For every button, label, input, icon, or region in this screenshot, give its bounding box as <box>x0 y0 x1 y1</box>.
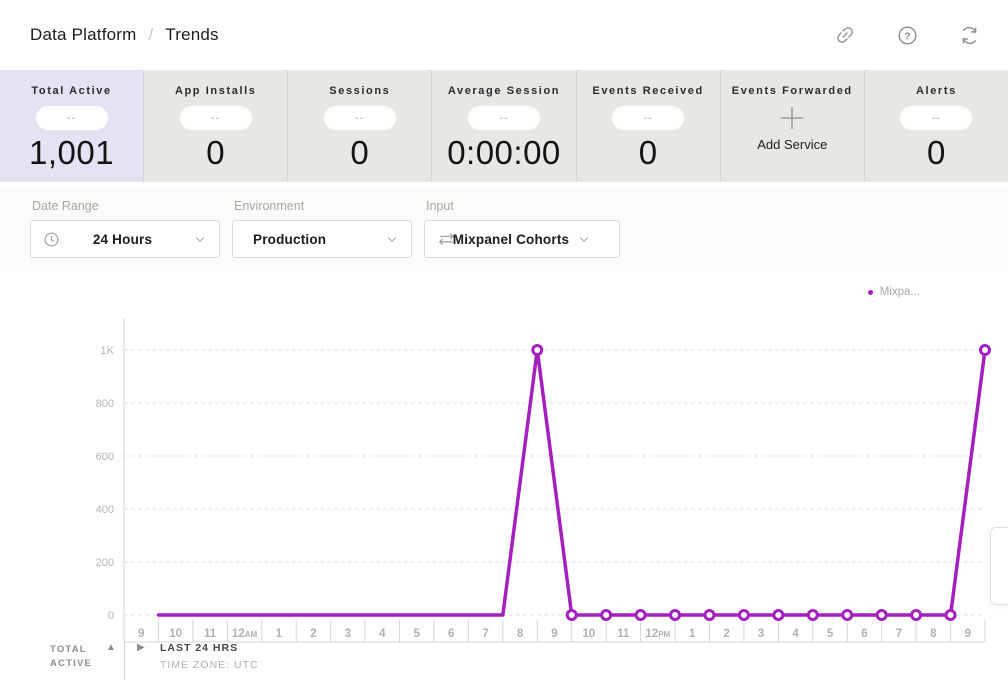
metric-cards-row: Total Active -- 1,001 App Installs -- 0 … <box>0 70 1008 182</box>
footer-metric-label: TOTAL ACTIVE <box>50 644 93 669</box>
svg-text:1K: 1K <box>101 345 115 357</box>
svg-text:4: 4 <box>379 628 386 640</box>
metric-card-events-received[interactable]: Events Received -- 0 <box>576 70 721 182</box>
chevron-down-icon <box>579 236 589 242</box>
svg-text:5: 5 <box>414 628 421 640</box>
footer-divider <box>124 640 125 680</box>
svg-text:2: 2 <box>723 628 729 640</box>
plus-icon <box>721 103 864 133</box>
svg-text:8: 8 <box>930 628 937 640</box>
total-active-line-chart: 1K 800 600 400 200 0 9 10 11 12AM 1 2 3 4 5 6 7 8 9 10 11 12P… <box>96 319 991 643</box>
svg-text:8: 8 <box>517 628 524 640</box>
svg-text:7: 7 <box>482 628 488 640</box>
svg-text:10: 10 <box>169 628 182 640</box>
svg-text:200: 200 <box>96 557 114 569</box>
chevron-down-icon <box>387 236 397 242</box>
environment-filter: Environment Production <box>232 199 412 272</box>
metric-card-sessions[interactable]: Sessions -- 0 <box>288 70 433 182</box>
svg-text:3: 3 <box>758 628 764 640</box>
metric-card-total-active[interactable]: Total Active -- 1,001 <box>0 70 145 182</box>
date-range-dropdown[interactable]: 24 Hours <box>30 220 220 258</box>
input-filter: Input Mixpanel Cohorts <box>424 199 620 272</box>
footer-range-label: LAST 24 HRS <box>160 642 239 654</box>
svg-text:1: 1 <box>276 628 283 640</box>
svg-text:12AM: 12AM <box>232 628 258 640</box>
metric-card-alerts[interactable]: Alerts -- 0 <box>864 70 1008 182</box>
sparkline-pill: -- <box>900 106 973 130</box>
svg-text:2: 2 <box>310 628 316 640</box>
svg-text:4: 4 <box>792 628 799 640</box>
legend-dot <box>867 289 873 295</box>
svg-text:3: 3 <box>345 628 351 640</box>
svg-text:6: 6 <box>861 628 867 640</box>
svg-text:600: 600 <box>96 451 114 463</box>
metric-card-app-installs[interactable]: App Installs -- 0 <box>144 70 289 182</box>
legend-label: Mixpa... <box>879 286 920 298</box>
date-range-filter: Date Range 24 Hours <box>30 199 220 272</box>
footer-timezone-label: TIME ZONE: UTC <box>160 659 259 671</box>
sparkline-pill: -- <box>179 106 252 130</box>
sparkline-pill: -- <box>35 106 108 130</box>
legend-item-mixpanel[interactable]: Mixpa... <box>867 286 920 298</box>
sparkline-pill: -- <box>323 106 396 130</box>
svg-text:11: 11 <box>617 628 630 640</box>
input-dropdown[interactable]: Mixpanel Cohorts <box>424 220 620 258</box>
svg-text:?: ? <box>904 30 910 42</box>
svg-text:0: 0 <box>108 610 114 622</box>
refresh-icon[interactable] <box>958 24 980 46</box>
metric-card-events-forwarded-add-service[interactable]: Events Forwarded Add Service <box>720 70 865 182</box>
breadcrumb-page[interactable]: Trends <box>165 25 219 44</box>
svg-text:5: 5 <box>827 628 834 640</box>
svg-text:1: 1 <box>689 628 696 640</box>
svg-text:400: 400 <box>96 504 114 516</box>
breadcrumb-separator: / <box>148 25 154 44</box>
chevron-down-icon <box>195 236 205 242</box>
sparkline-pill: -- <box>467 106 540 130</box>
expand-row-icon[interactable]: ▶ <box>137 642 145 653</box>
breadcrumb-section[interactable]: Data Platform <box>30 25 137 44</box>
svg-text:10: 10 <box>583 628 596 640</box>
swap-arrows-icon <box>438 232 455 245</box>
svg-text:6: 6 <box>448 628 454 640</box>
svg-text:9: 9 <box>965 628 971 640</box>
svg-text:7: 7 <box>896 628 902 640</box>
edge-panel-partial[interactable] <box>990 527 1008 605</box>
link-icon[interactable] <box>834 24 856 46</box>
trends-chart-section: Mixpa... 1K 800 600 400 200 0 9 10 11 12AM 1 2 3 4 5 6 7… <box>0 272 1008 696</box>
svg-text:11: 11 <box>204 628 217 640</box>
svg-text:9: 9 <box>138 628 144 640</box>
chart-footer: TOTAL ACTIVE ▲ ▶ LAST 24 HRS TIME ZONE: … <box>0 638 1008 688</box>
environment-dropdown[interactable]: Production <box>232 220 412 258</box>
svg-text:9: 9 <box>551 628 557 640</box>
sparkline-pill: -- <box>612 106 685 130</box>
svg-text:800: 800 <box>96 398 114 410</box>
svg-text:12PM: 12PM <box>645 628 670 640</box>
help-icon[interactable]: ? <box>896 24 918 46</box>
clock-icon <box>44 232 59 246</box>
header-actions: ? <box>834 24 980 46</box>
sort-ascending-icon[interactable]: ▲ <box>106 642 116 653</box>
page-header: Data Platform / Trends ? <box>0 0 1008 70</box>
metric-card-average-session[interactable]: Average Session -- 0:00:00 <box>432 70 577 182</box>
filter-bar: Date Range 24 Hours Environment Producti… <box>0 187 1008 272</box>
